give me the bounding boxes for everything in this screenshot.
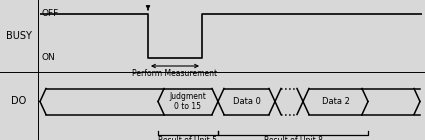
Text: Result of Unit 8: Result of Unit 8 [264,136,323,140]
Text: Data 2: Data 2 [322,97,349,106]
Text: Result of Unit 5: Result of Unit 5 [159,136,218,140]
Bar [0,73,38,140]
Text: OFF: OFF [42,10,59,18]
Text: Perform Measurement: Perform Measurement [133,69,218,78]
Bar [0,0,425,72]
Text: BUSY: BUSY [6,31,32,41]
Text: DO: DO [11,95,27,106]
Text: ON: ON [42,53,56,62]
Text: Data 0: Data 0 [232,97,261,106]
Text: Judgment
0 to 15: Judgment 0 to 15 [170,92,207,111]
Bar [0,0,38,72]
Bar [0,73,425,140]
